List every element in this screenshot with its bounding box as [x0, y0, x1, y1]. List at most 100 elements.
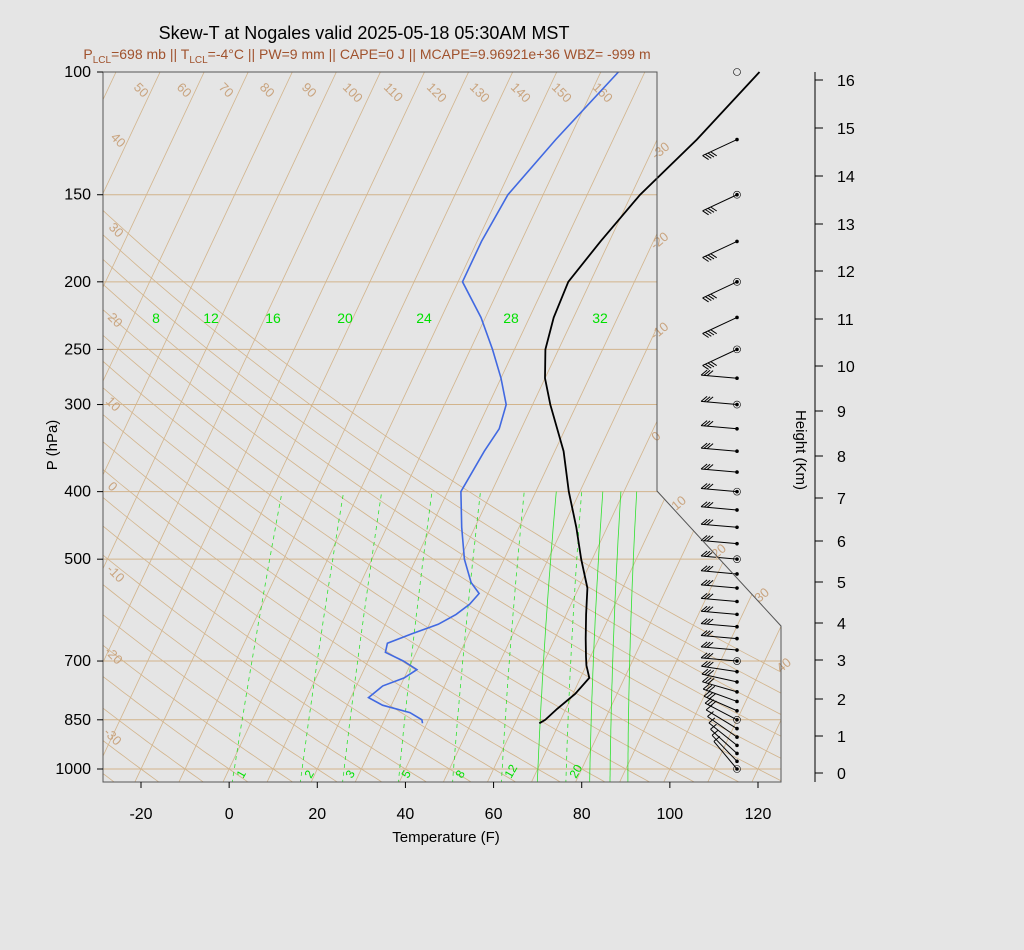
barb-flag — [700, 550, 708, 557]
dry-adiabat-line — [103, 72, 296, 782]
isotherm-line — [103, 72, 425, 782]
y-tick-label: 700 — [64, 653, 91, 670]
barb-flag — [706, 593, 714, 600]
barb-flag — [705, 363, 712, 369]
dry-adiabat-line — [103, 72, 430, 782]
barb-flag — [706, 535, 714, 542]
barb-dot — [735, 599, 739, 604]
barb-shaft — [701, 523, 738, 528]
barb-shaft — [701, 447, 738, 452]
barb-shaft — [701, 646, 738, 651]
mixing-ratio-top-label: 12 — [203, 310, 219, 326]
height-tick-label: 1 — [837, 729, 846, 746]
barb-flag — [702, 364, 709, 370]
mixing-ratio-top-label: 32 — [592, 310, 608, 326]
barb-shaft — [701, 488, 738, 493]
barb-flag — [702, 257, 709, 262]
barb-shaft — [701, 635, 738, 640]
dry-adiabat-line — [103, 72, 743, 782]
barb-flag — [702, 297, 709, 303]
barb-dot — [735, 376, 739, 381]
barb-flag — [706, 443, 714, 449]
barb-flag — [708, 685, 716, 692]
barb-dot — [735, 449, 739, 454]
barb-flag — [703, 535, 711, 542]
height-tick-label: 4 — [837, 616, 846, 633]
barb-level-circle — [733, 400, 741, 409]
barb-flag — [705, 296, 712, 302]
temperature-profile — [538, 71, 761, 725]
barb-dot — [735, 470, 739, 474]
y-tick-label: 300 — [64, 397, 91, 414]
dewpoint-profile — [367, 71, 619, 724]
barb-dot — [735, 612, 739, 617]
barb-shaft — [703, 695, 738, 712]
barb-flag — [700, 593, 708, 599]
barb-flag — [704, 677, 712, 683]
barb-flag — [706, 606, 714, 613]
mixing-ratio-top-label: 20 — [337, 310, 353, 326]
barb-flag — [703, 501, 711, 508]
barb-flag — [700, 630, 708, 636]
barb-flag — [710, 293, 717, 299]
barb-dot — [735, 624, 739, 629]
barb-flag — [700, 565, 708, 572]
barb-dot — [735, 557, 739, 561]
barb-dot — [735, 743, 739, 748]
barb-flag — [706, 396, 714, 403]
wind-barb — [700, 605, 739, 617]
dry-adiabat-line — [103, 72, 341, 782]
barb-dot — [735, 572, 739, 576]
plot-area — [103, 72, 781, 782]
wind-barb — [700, 618, 739, 629]
barb-flag — [703, 550, 711, 557]
wind-barb — [708, 717, 739, 748]
barb-flag — [707, 711, 714, 717]
barb-flag — [701, 660, 708, 667]
isotherm-line — [103, 72, 293, 782]
dry-adiabat-line — [103, 72, 781, 782]
barb-level-circle — [733, 68, 741, 76]
isotherm-line — [133, 72, 469, 782]
mixing-ratio-top-label: 8 — [152, 310, 160, 326]
barb-level-circle — [733, 555, 741, 563]
barb-flag — [702, 676, 709, 683]
barb-flag — [706, 565, 714, 572]
mixing-ratio-top-label: 28 — [503, 310, 519, 326]
barb-flag — [706, 519, 714, 526]
barb-shaft — [707, 716, 738, 738]
barb-flag — [702, 333, 709, 338]
wind-barb — [702, 315, 739, 338]
barb-flag — [703, 519, 711, 525]
wind-barb — [700, 463, 739, 474]
wind-barb — [702, 347, 739, 370]
mixing-ratio-line — [565, 491, 583, 782]
wind-barb — [701, 668, 739, 684]
barb-dot — [735, 759, 739, 764]
mixing-ratio-top-label: 16 — [265, 310, 281, 326]
wind-barb — [700, 518, 739, 530]
barb-dot — [735, 347, 739, 352]
dry-adiabat-line — [103, 72, 385, 782]
mixing-ratio-line — [536, 491, 557, 782]
y-tick-label: 250 — [64, 341, 91, 358]
barb-dot — [735, 690, 739, 694]
y-tick-label: 1000 — [55, 761, 91, 778]
wind-barb — [702, 280, 739, 303]
isotherm-line — [706, 72, 781, 782]
barb-shaft — [705, 709, 738, 730]
barb-dot — [735, 751, 739, 756]
x-tick-label: 80 — [573, 806, 591, 823]
height-tick-label: 5 — [837, 575, 846, 592]
y-tick-label: 150 — [64, 187, 91, 204]
isotherm-line — [103, 72, 161, 782]
isotherm-line — [103, 72, 337, 782]
wind-barb — [700, 369, 739, 381]
wind-barb — [701, 660, 739, 674]
x-axis-title: Temperature (F) — [392, 829, 500, 846]
chart-title: Skew-T at Nogales valid 2025-05-18 05:30… — [159, 23, 570, 43]
isotherm-line — [103, 72, 249, 782]
barb-flag — [705, 255, 712, 261]
isotherm-line — [309, 72, 646, 782]
height-tick-label: 13 — [837, 217, 855, 234]
